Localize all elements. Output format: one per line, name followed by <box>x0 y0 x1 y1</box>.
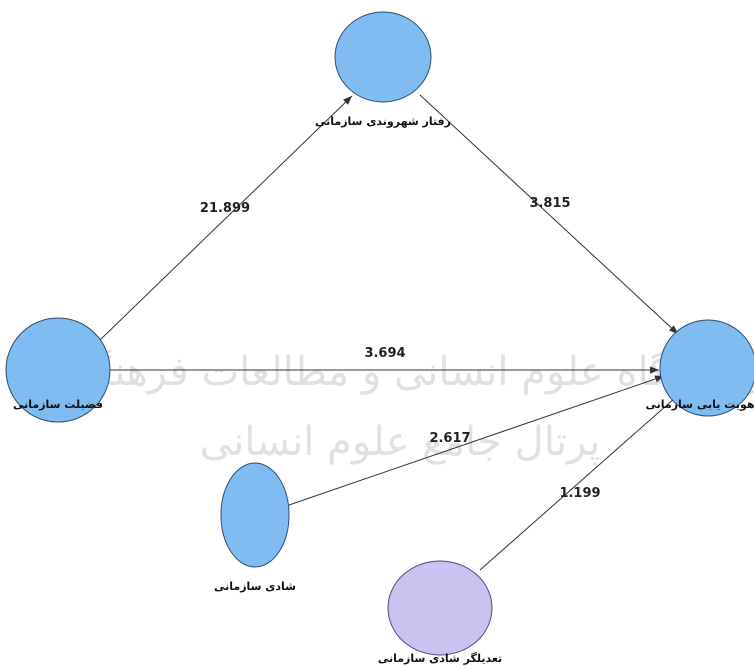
path-coefficient: 1.199 <box>559 486 600 501</box>
path-coefficient: 3.694 <box>364 346 405 361</box>
node-label: فضیلت سازمانی <box>13 398 103 411</box>
node-label: شادی سازمانی <box>214 580 296 593</box>
path-arrow <box>100 96 352 340</box>
path-coefficient: 3.815 <box>529 196 570 211</box>
path-coefficient: 2.617 <box>429 431 470 446</box>
node-label: هویت یابی سازمانی <box>646 398 754 411</box>
moderator-variable <box>388 561 492 655</box>
latent-variable <box>221 463 289 567</box>
path-coefficient: 21.899 <box>200 201 250 216</box>
path-diagram: پژوهشگاه علوم انسانی و مطالعات فرهنگی پر… <box>0 0 754 666</box>
node-label: رفتار شهروندی سازمانی <box>315 115 451 128</box>
watermark-text: پژوهشگاه علوم انسانی و مطالعات فرهنگی <box>59 349 754 395</box>
watermark-text: پرتال جامع علوم انسانی <box>200 419 601 465</box>
path-arrow <box>420 95 678 334</box>
node-label: تعدیلگر شادی سازمانی <box>378 652 502 665</box>
latent-variable <box>335 12 431 102</box>
path-arrow <box>480 390 684 570</box>
